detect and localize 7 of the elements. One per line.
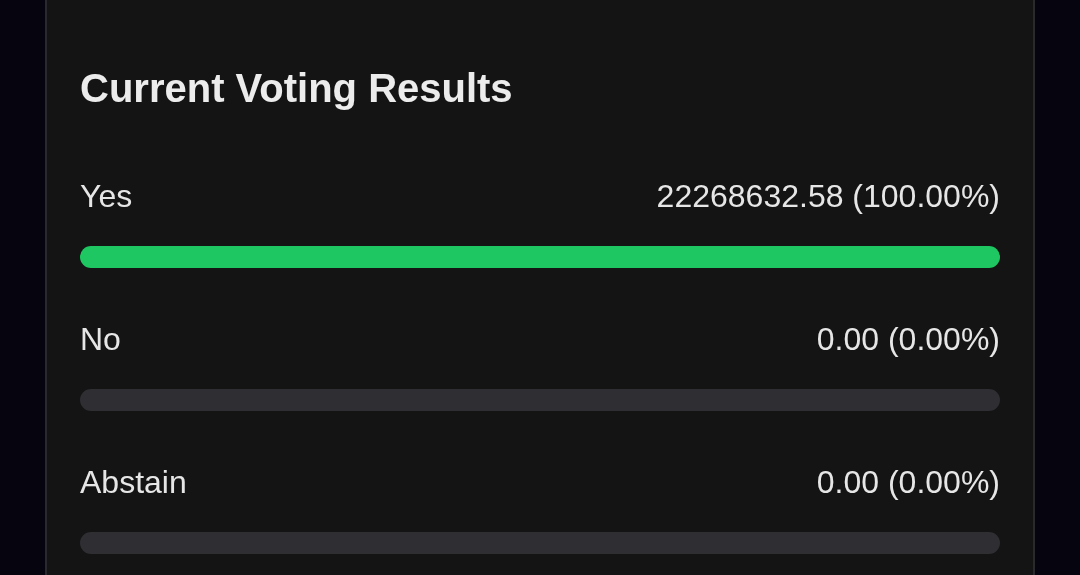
y-tick-label: Abstain xyxy=(80,464,187,500)
text: 0.00 (0.00%) xyxy=(816,321,1000,357)
chart-title: Current Voting Results xyxy=(80,66,513,110)
text: 0.00 (0.00%) xyxy=(816,464,1000,500)
y-tick-label: Yes xyxy=(80,178,133,214)
text: 22268632.58 (100.00%) xyxy=(656,178,1000,214)
y-tick-label: No xyxy=(80,321,121,357)
